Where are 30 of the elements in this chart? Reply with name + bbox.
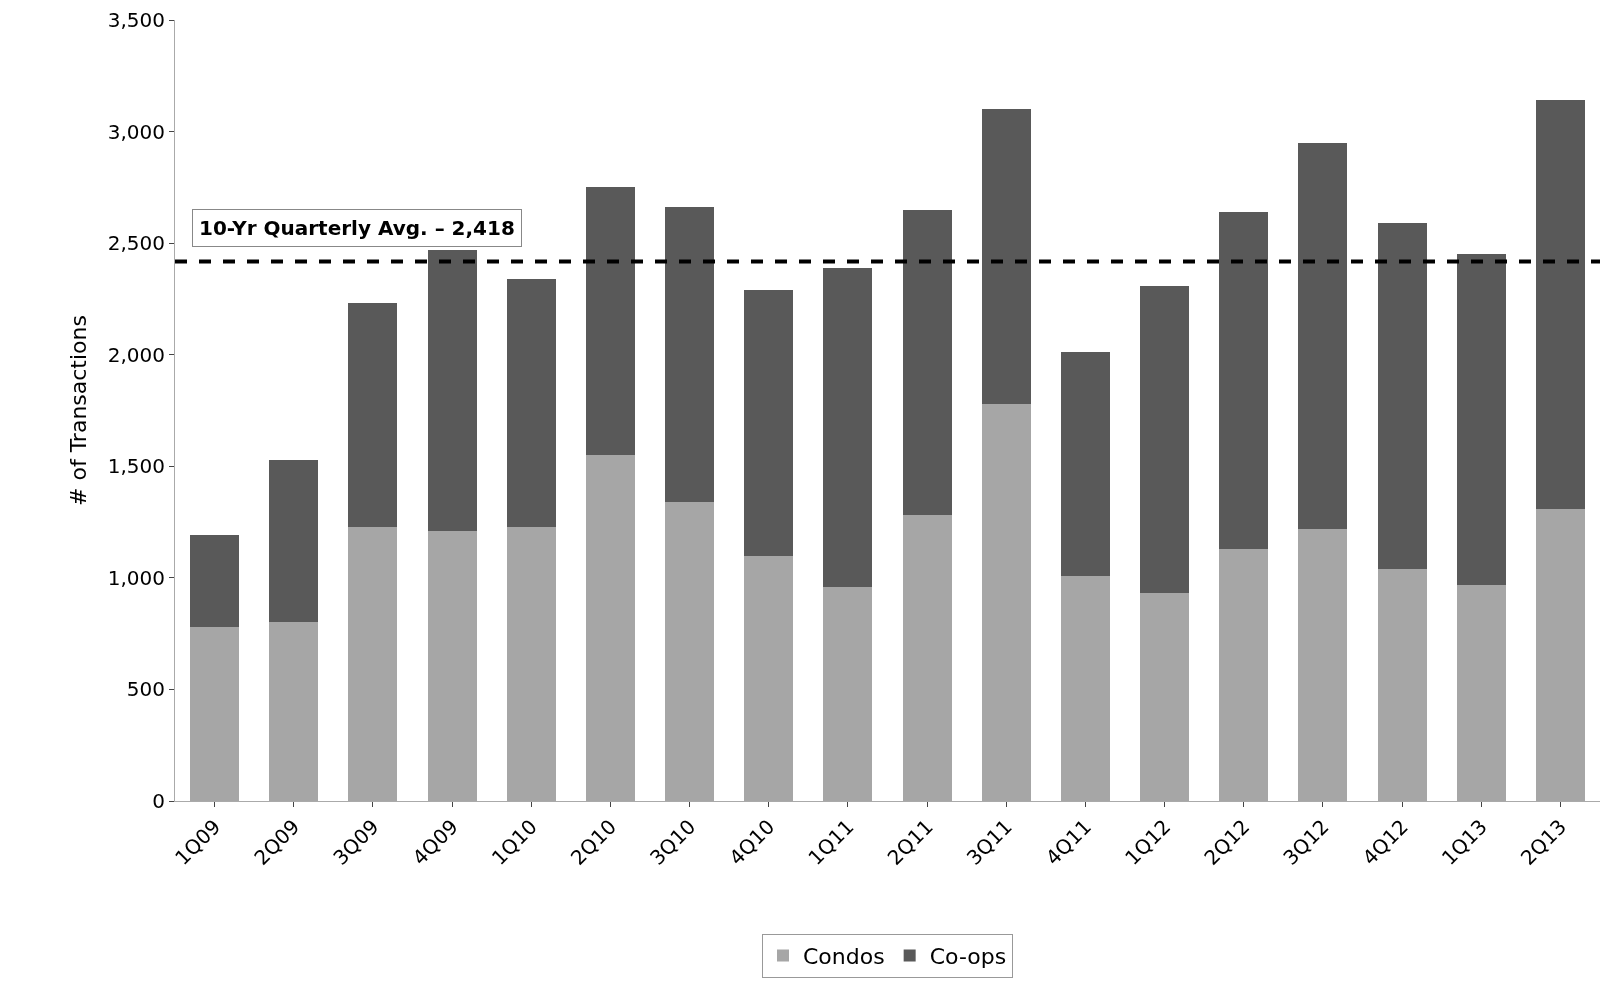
y-tick-label: 2,500 <box>107 231 165 256</box>
bar <box>269 459 319 623</box>
legend-label: Condos <box>803 944 885 970</box>
bar <box>1140 285 1190 594</box>
y-tick-label: 3,500 <box>107 8 165 32</box>
ref-line-label: 10-Yr Quarterly Avg. – 2,418 <box>199 216 515 240</box>
bar <box>585 187 635 456</box>
bar <box>427 249 477 531</box>
bar <box>1060 352 1110 576</box>
y-tick-label: 2,000 <box>107 342 165 367</box>
bar <box>506 278 556 527</box>
bar <box>902 209 952 516</box>
bar <box>1298 142 1348 529</box>
y-tick-label: 500 <box>126 677 165 702</box>
y-tick-label: 0 <box>152 789 165 813</box>
bar <box>1456 254 1506 585</box>
bar <box>1219 211 1269 549</box>
bar <box>190 535 240 627</box>
y-tick-label: 1,000 <box>107 565 165 590</box>
bar <box>1535 100 1585 509</box>
bar <box>348 303 398 527</box>
bar <box>665 207 715 502</box>
bar <box>744 290 794 556</box>
bar <box>1377 223 1427 569</box>
bar <box>981 109 1031 404</box>
y-tick-label: 3,000 <box>107 119 165 144</box>
y-tick-label: 1,500 <box>107 454 165 479</box>
bar <box>823 267 873 587</box>
y-axis-title: # of Transactions <box>65 315 91 506</box>
legend-label: Co-ops <box>929 944 1007 970</box>
